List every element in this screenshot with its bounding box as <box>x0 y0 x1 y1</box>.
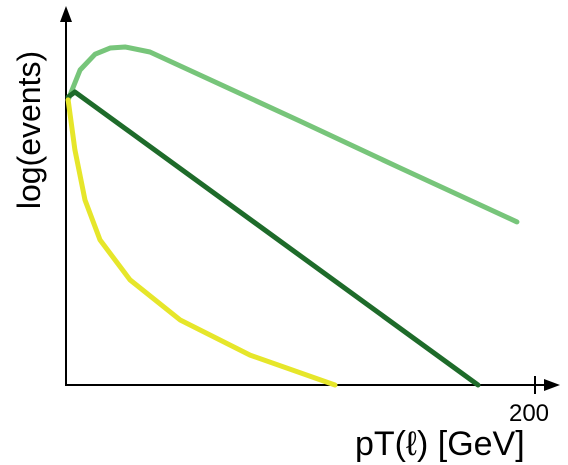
x-tick-label: 200 <box>509 400 549 427</box>
line-series <box>65 97 338 388</box>
y-axis-label: log(events) <box>11 51 47 209</box>
line-series <box>65 44 520 225</box>
x-axis-label: pT(ℓ) [GeV] <box>355 425 525 463</box>
x-axis-arrow <box>544 379 560 391</box>
y-axis-arrow <box>60 6 72 22</box>
line-series <box>65 89 481 388</box>
